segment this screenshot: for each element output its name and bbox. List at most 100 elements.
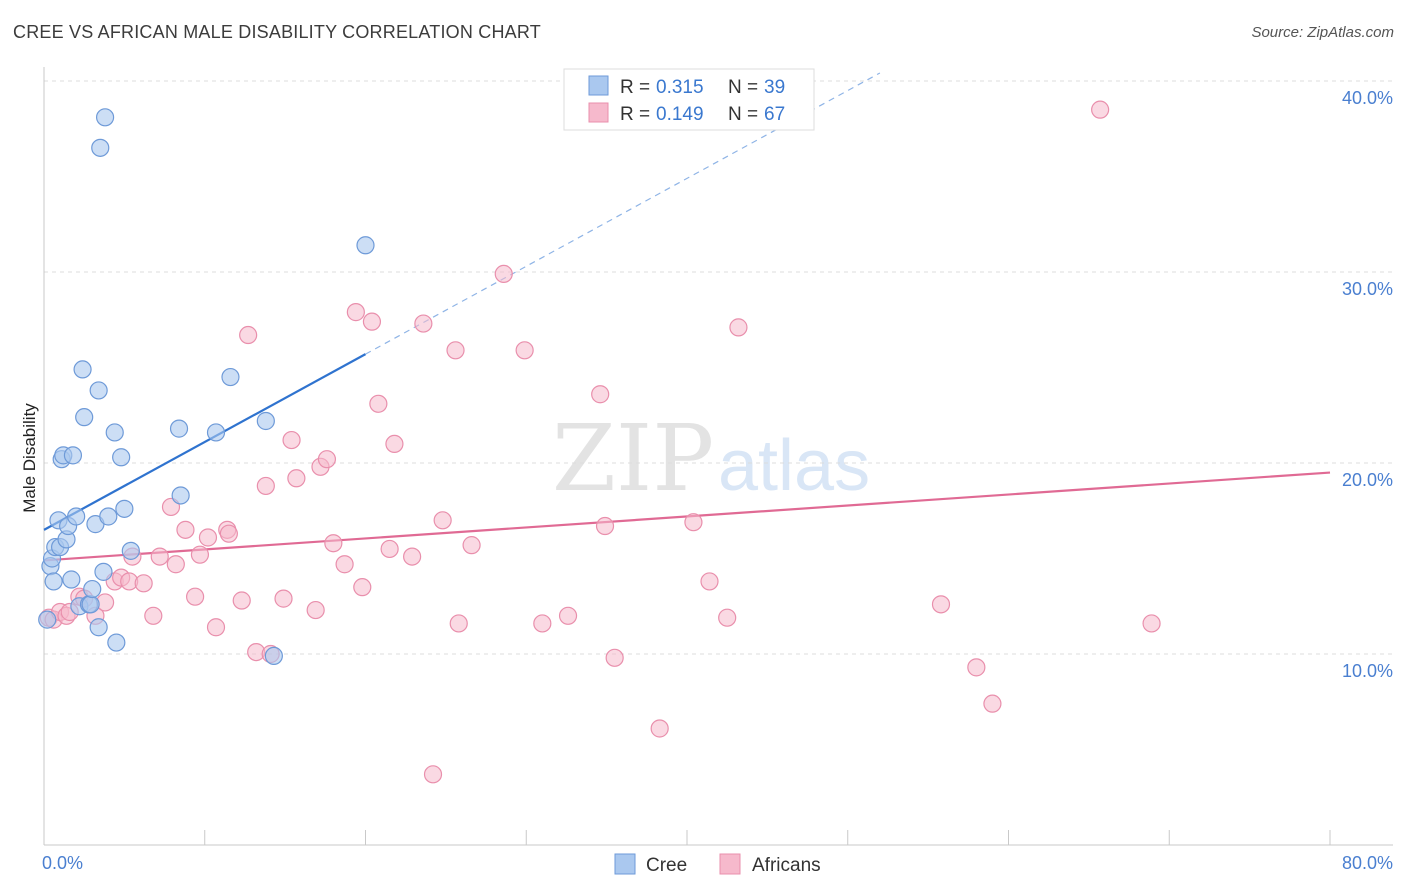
- y-tick-label: 10.0%: [1342, 661, 1393, 681]
- africans-point: [983, 694, 1002, 713]
- africans-point: [239, 325, 258, 345]
- cree-point: [67, 507, 86, 526]
- africans-point: [256, 476, 275, 496]
- africans-point: [684, 513, 703, 532]
- africans-point: [650, 719, 669, 738]
- africans-point: [134, 574, 153, 593]
- africans-point: [219, 524, 238, 543]
- y-tick-label: 30.0%: [1342, 279, 1393, 299]
- cree-point: [75, 408, 94, 427]
- africans-point: [190, 545, 210, 564]
- legend-cree-swatch: [588, 75, 609, 96]
- bottom-legend-africans-label: Africans: [752, 855, 821, 876]
- cree-point: [44, 572, 63, 591]
- cree-point: [115, 499, 134, 518]
- africans-point: [446, 341, 465, 360]
- cree-point: [73, 360, 92, 379]
- africans-point: [515, 341, 534, 360]
- cree-point: [91, 138, 110, 157]
- legend-africans-n-label: N =: [728, 104, 758, 125]
- africans-point: [380, 539, 399, 559]
- cree-point: [94, 562, 113, 581]
- africans-point: [287, 469, 306, 488]
- africans-point: [317, 450, 337, 469]
- cree-points: [38, 108, 375, 666]
- africans-point: [198, 528, 218, 547]
- bottom-legend-africans-swatch: [719, 853, 741, 875]
- cree-point: [83, 579, 102, 599]
- y-axis-label: Male Disability: [20, 403, 39, 513]
- cree-point: [99, 507, 118, 526]
- legend-cree-r-value: 0.315: [656, 77, 704, 98]
- africans-point: [931, 595, 951, 614]
- cree-point: [105, 423, 124, 442]
- watermark-zip: ZIP: [552, 405, 714, 512]
- africans-point: [324, 534, 343, 553]
- grid-lines: [44, 80, 1393, 655]
- cree-point: [95, 108, 115, 127]
- africans-point: [449, 614, 468, 633]
- watermark-atlas: atlas: [718, 426, 870, 506]
- africans-point: [595, 516, 615, 536]
- cree-point: [264, 646, 283, 666]
- africans-point: [462, 536, 481, 555]
- bottom-legend-cree-label: Cree: [646, 855, 687, 876]
- legend-africans-n-value: 67: [764, 104, 785, 125]
- africans-point: [282, 430, 301, 450]
- cree-point: [356, 236, 375, 255]
- africans-point: [346, 303, 365, 322]
- cree-trend-line: [43, 353, 367, 531]
- y-tick-label: 20.0%: [1342, 470, 1393, 490]
- africans-point: [362, 312, 382, 331]
- africans-point: [306, 600, 325, 620]
- x-axis-ticks: [204, 830, 1331, 845]
- africans-point: [335, 555, 354, 574]
- africans-point: [591, 385, 610, 404]
- chart-title: CREE VS AFRICAN MALE DISABILITY CORRELAT…: [13, 22, 541, 42]
- y-tick-labels: 10.0% 20.0% 30.0% 40.0%: [1342, 88, 1393, 681]
- legend-africans-r-label: R =: [620, 104, 650, 125]
- africans-point: [494, 264, 513, 284]
- cree-point: [256, 411, 275, 431]
- africans-point: [144, 606, 163, 625]
- africans-point: [533, 614, 552, 633]
- africans-point: [718, 608, 737, 627]
- africans-point: [605, 648, 624, 667]
- cree-point: [112, 448, 131, 467]
- series-legend: Cree Africans: [614, 853, 821, 876]
- cree-point: [121, 541, 140, 560]
- africans-point: [206, 618, 226, 637]
- africans-point: [186, 587, 205, 606]
- bottom-legend-cree-swatch: [614, 853, 636, 875]
- legend-africans-r-value: 0.149: [656, 104, 704, 125]
- africans-point: [274, 589, 293, 608]
- cree-point: [62, 570, 81, 589]
- cree-point: [89, 381, 108, 400]
- africans-point: [558, 606, 578, 625]
- cree-point: [89, 618, 108, 637]
- cree-point: [63, 446, 83, 465]
- africans-point: [403, 547, 422, 566]
- cree-point: [169, 419, 189, 438]
- y-tick-label: 40.0%: [1342, 88, 1393, 108]
- africans-point: [700, 572, 719, 591]
- africans-point: [369, 394, 388, 413]
- cree-point: [206, 423, 226, 442]
- africans-point: [353, 578, 372, 597]
- legend-cree-n-value: 39: [764, 77, 785, 98]
- cree-point: [171, 486, 190, 505]
- africans-point: [1091, 100, 1110, 119]
- africans-point: [423, 765, 443, 784]
- source-label: Source: ZipAtlas.com: [1251, 24, 1394, 41]
- africans-point: [150, 547, 169, 566]
- cree-point: [38, 610, 57, 629]
- cree-point: [107, 633, 126, 652]
- x-tick-label-min: 0.0%: [42, 853, 83, 873]
- africans-point: [166, 555, 185, 574]
- africans-point: [433, 511, 452, 530]
- africans-point: [967, 658, 986, 677]
- africans-point: [1142, 614, 1161, 633]
- africans-point: [176, 520, 195, 539]
- africans-point: [232, 591, 251, 610]
